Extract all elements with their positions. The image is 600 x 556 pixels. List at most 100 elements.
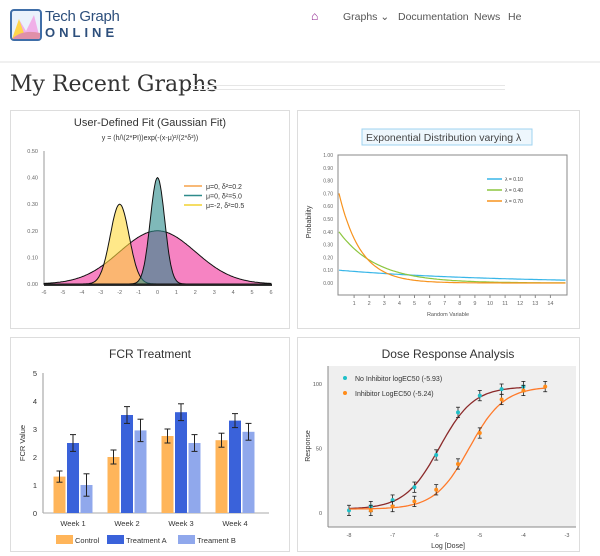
bar-2-3 (242, 431, 255, 513)
legend-label: μ=-2, δ²=0.5 (206, 203, 244, 210)
x-tick-label: 9 (473, 301, 476, 307)
x-axis-label: Log [Dose] (431, 543, 465, 550)
data-point (434, 487, 439, 492)
gaussian-area-2 (44, 176, 271, 285)
y-tick-label: 0.00 (27, 282, 38, 288)
y-axis-label: FCR Value (18, 425, 27, 461)
nav-help[interactable]: He (508, 11, 522, 23)
x-tick-label: -4 (79, 290, 84, 296)
y-tick-label: 0.10 (27, 255, 38, 261)
legend-marker (343, 391, 347, 395)
bar-1-2 (175, 412, 187, 513)
y-tick-label: 0 (33, 509, 37, 518)
y-tick-label: 0.20 (27, 229, 38, 235)
legend-swatch (107, 535, 124, 544)
x-tick-label: 3 (383, 301, 386, 307)
x-tick-label: -7 (390, 533, 395, 539)
brand-subtitle: ONLINE (45, 25, 119, 40)
legend-marker (343, 376, 347, 380)
x-tick-label: -2 (117, 290, 122, 296)
logo[interactable] (10, 9, 42, 41)
y-tick-label: 0.40 (323, 230, 333, 236)
legend-label: Treatment A (126, 536, 167, 545)
y-tick-label: 0.40 (27, 176, 38, 182)
data-point (412, 485, 417, 490)
x-tick-label: -5 (60, 290, 65, 296)
bar-2-2 (188, 443, 201, 513)
data-point (521, 388, 526, 393)
x-tick-label: -6 (434, 533, 439, 539)
fit-curve-1 (349, 387, 546, 510)
chart-title: User-Defined Fit (Gaussian Fit) (74, 117, 226, 129)
x-tick-label: 12 (517, 301, 523, 307)
bar-1-0 (67, 443, 79, 513)
legend-swatch (178, 535, 195, 544)
y-tick-label: 2 (33, 453, 37, 462)
y-tick-label: 0 (319, 511, 322, 517)
data-point (499, 397, 504, 402)
x-tick-label: 5 (251, 290, 254, 296)
logo-mountains-icon (12, 15, 40, 39)
x-tick-label: 11 (502, 301, 508, 307)
bar-2-1 (134, 430, 147, 513)
x-tick-label: 7 (443, 301, 446, 307)
legend-label: No Inhibitor logEC50 (-5.93) (355, 376, 442, 383)
y-tick-label: 0.60 (323, 204, 333, 210)
legend-label: λ = 0.10 (505, 177, 523, 183)
nav-news[interactable]: News (474, 11, 501, 23)
legend-label: μ=0, δ²=5.0 (206, 194, 242, 201)
y-tick-label: 0.50 (323, 217, 333, 223)
y-axis-label: Response (305, 430, 312, 462)
x-axis-label: Random Variable (427, 312, 469, 318)
x-tick-label: 4 (398, 301, 401, 307)
legend-label: Treament B (197, 536, 236, 545)
graph-card-exponential[interactable] (297, 110, 580, 329)
x-tick-label: 13 (532, 301, 538, 307)
x-tick-label: 2 (194, 290, 197, 296)
nav-graphs[interactable]: Graphs ⌄ (343, 11, 389, 23)
x-tick-label: Week 4 (222, 519, 247, 528)
data-point (477, 393, 482, 398)
exp-line-1 (338, 231, 566, 284)
x-tick-label: Week 1 (60, 519, 85, 528)
title-rule (190, 85, 505, 86)
y-tick-label: 50 (316, 447, 322, 453)
x-tick-label: 0 (156, 290, 159, 296)
data-point (412, 499, 417, 504)
bar-1-1 (121, 415, 133, 513)
data-point (499, 387, 504, 392)
chart-title-box (361, 128, 533, 146)
brand-name: Tech Graph (45, 8, 120, 25)
y-tick-label: 0.70 (323, 191, 333, 197)
y-tick-label: 0.10 (323, 268, 333, 274)
plot-background (328, 366, 576, 527)
home-icon[interactable]: ⌂ (311, 9, 319, 23)
page-title: My Recent Graphs (10, 72, 218, 97)
x-tick-label: 14 (547, 301, 553, 307)
legend-label: μ=0, δ²=0.2 (206, 184, 242, 191)
nav-documentation[interactable]: Documentation (398, 11, 469, 23)
chart-title: FCR Treatment (109, 347, 192, 361)
y-tick-label: 3 (33, 425, 37, 434)
y-tick-label: 0.50 (27, 149, 38, 155)
data-point (477, 431, 482, 436)
y-tick-label: 0.30 (323, 243, 333, 249)
x-tick-label: -3 (565, 533, 570, 539)
y-axis-label: Probability (306, 205, 313, 238)
x-tick-label: 2 (368, 301, 371, 307)
data-point (390, 504, 395, 509)
y-tick-label: 0.90 (323, 166, 333, 172)
exp-line-2 (338, 193, 566, 284)
x-tick-label: 1 (353, 301, 356, 307)
legend-label: λ = 0.70 (505, 199, 523, 205)
x-tick-label: 5 (413, 301, 416, 307)
plot-frame (337, 154, 568, 296)
chart-subtitle: y = (h/\(2*PI))exp(-(x-μ)²/(2*δ²)) (102, 135, 198, 142)
x-tick-label: 10 (487, 301, 493, 307)
y-tick-label: 5 (33, 369, 37, 378)
x-tick-label: -5 (477, 533, 482, 539)
chart-title: Exponential Distribution varying λ (366, 132, 522, 144)
bar-0-2 (161, 436, 174, 513)
bar-2-0 (80, 485, 93, 513)
